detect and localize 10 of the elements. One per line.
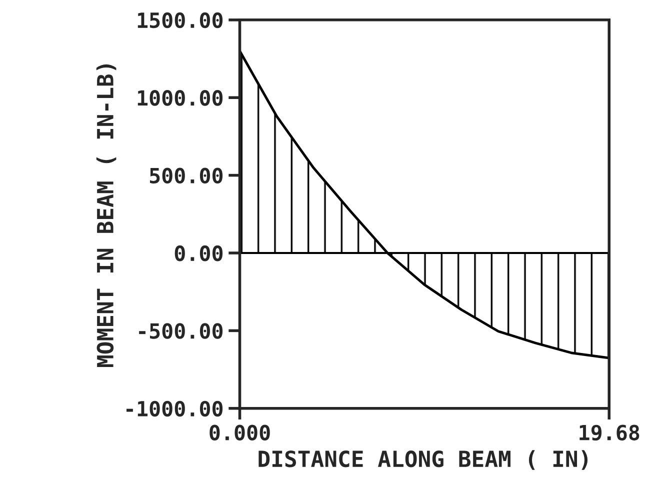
x-tick-label: 0.000 bbox=[210, 424, 270, 440]
x-axis-title: DISTANCE ALONG BEAM ( IN) bbox=[258, 450, 588, 470]
y-tick-label: -1000.00 bbox=[126, 400, 223, 417]
y-tick-label: 0.00 bbox=[174, 245, 223, 262]
y-tick-label: -500.00 bbox=[139, 323, 223, 339]
y-tick-label: 1000.00 bbox=[138, 90, 223, 106]
y-tick-label: 500.00 bbox=[150, 168, 223, 184]
x-tick-label: 19.68 bbox=[580, 424, 640, 441]
y-tick-label: 1500.00 bbox=[138, 12, 223, 28]
y-axis-title: MOMENT IN BEAM ( IN-LB) bbox=[96, 64, 116, 368]
